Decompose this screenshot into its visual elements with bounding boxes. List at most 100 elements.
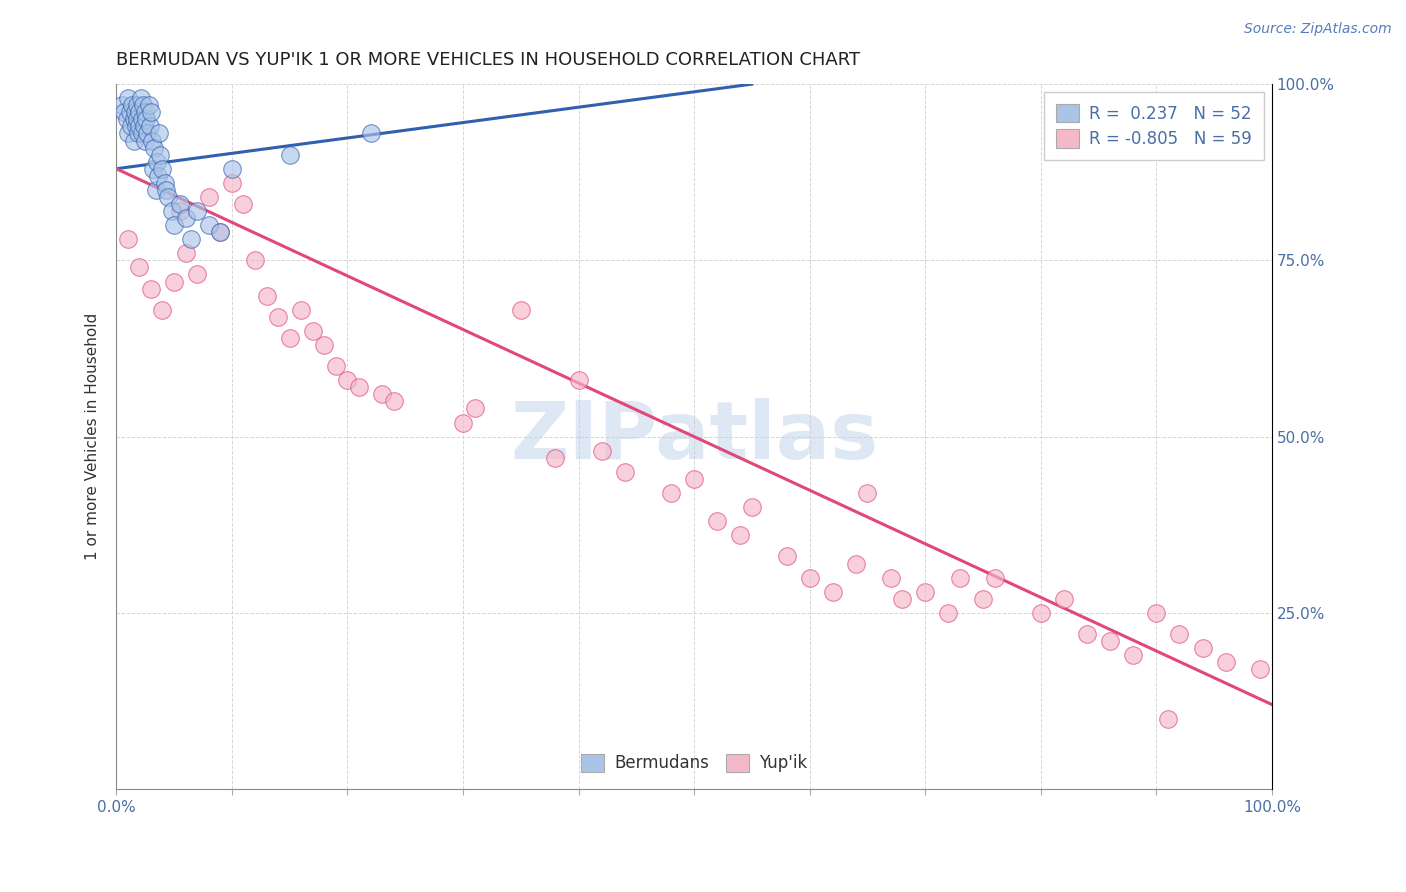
Point bbox=[741, 500, 763, 515]
Point bbox=[186, 204, 208, 219]
Point bbox=[1099, 634, 1122, 648]
Point bbox=[142, 161, 165, 176]
Point bbox=[125, 98, 148, 112]
Point bbox=[174, 246, 197, 260]
Point bbox=[267, 310, 290, 324]
Point bbox=[117, 232, 139, 246]
Point bbox=[117, 127, 139, 141]
Point bbox=[1076, 627, 1098, 641]
Point bbox=[139, 105, 162, 120]
Point bbox=[146, 169, 169, 183]
Point bbox=[180, 232, 202, 246]
Point bbox=[451, 416, 474, 430]
Point bbox=[1249, 662, 1271, 676]
Point bbox=[613, 465, 636, 479]
Point bbox=[360, 127, 382, 141]
Point bbox=[129, 91, 152, 105]
Point bbox=[120, 105, 142, 120]
Text: BERMUDAN VS YUP'IK 1 OR MORE VEHICLES IN HOUSEHOLD CORRELATION CHART: BERMUDAN VS YUP'IK 1 OR MORE VEHICLES IN… bbox=[117, 51, 860, 69]
Point bbox=[128, 105, 150, 120]
Point bbox=[143, 140, 166, 154]
Point bbox=[125, 112, 148, 127]
Point bbox=[139, 282, 162, 296]
Point bbox=[509, 302, 531, 317]
Point bbox=[775, 549, 797, 564]
Point bbox=[856, 486, 879, 500]
Point bbox=[336, 373, 359, 387]
Point bbox=[131, 112, 153, 127]
Point bbox=[1191, 641, 1213, 656]
Point bbox=[152, 161, 174, 176]
Point bbox=[145, 154, 167, 169]
Point bbox=[141, 134, 163, 148]
Point bbox=[115, 112, 138, 127]
Point bbox=[278, 147, 301, 161]
Point bbox=[121, 98, 143, 112]
Point bbox=[135, 112, 157, 127]
Point bbox=[221, 161, 243, 176]
Point bbox=[325, 359, 347, 373]
Point bbox=[163, 275, 186, 289]
Point bbox=[152, 302, 174, 317]
Point bbox=[145, 183, 167, 197]
Point bbox=[347, 380, 370, 394]
Point bbox=[197, 218, 219, 232]
Text: Source: ZipAtlas.com: Source: ZipAtlas.com bbox=[1244, 22, 1392, 37]
Point bbox=[124, 105, 146, 120]
Point bbox=[845, 557, 868, 571]
Point bbox=[314, 338, 336, 352]
Point bbox=[122, 134, 145, 148]
Text: ZIPatlas: ZIPatlas bbox=[510, 398, 879, 475]
Point bbox=[290, 302, 312, 317]
Point bbox=[139, 120, 162, 134]
Point bbox=[117, 91, 139, 105]
Point bbox=[122, 112, 145, 127]
Point bbox=[209, 225, 232, 239]
Point bbox=[127, 127, 149, 141]
Point bbox=[169, 197, 191, 211]
Point bbox=[683, 472, 706, 486]
Point bbox=[112, 105, 135, 120]
Point bbox=[301, 324, 323, 338]
Point bbox=[132, 98, 155, 112]
Point bbox=[111, 98, 134, 112]
Point bbox=[138, 98, 160, 112]
Point bbox=[936, 606, 959, 620]
Point bbox=[706, 514, 728, 528]
Point bbox=[155, 183, 177, 197]
Point bbox=[132, 120, 155, 134]
Y-axis label: 1 or more Vehicles in Household: 1 or more Vehicles in Household bbox=[86, 313, 100, 560]
Point bbox=[730, 528, 752, 542]
Point bbox=[148, 127, 170, 141]
Legend: Bermudans, Yup'ik: Bermudans, Yup'ik bbox=[572, 746, 815, 780]
Point bbox=[197, 190, 219, 204]
Point bbox=[891, 591, 914, 606]
Point bbox=[567, 373, 589, 387]
Point bbox=[256, 288, 278, 302]
Point bbox=[243, 253, 266, 268]
Point bbox=[799, 571, 821, 585]
Point bbox=[157, 190, 180, 204]
Point bbox=[128, 260, 150, 275]
Point bbox=[134, 134, 156, 148]
Point bbox=[914, 584, 936, 599]
Point bbox=[232, 197, 254, 211]
Point bbox=[221, 176, 243, 190]
Point bbox=[131, 127, 153, 141]
Point bbox=[1168, 627, 1191, 641]
Point bbox=[174, 211, 197, 225]
Point bbox=[209, 225, 232, 239]
Point bbox=[160, 204, 183, 219]
Point bbox=[659, 486, 682, 500]
Point bbox=[821, 584, 844, 599]
Point bbox=[972, 591, 994, 606]
Point bbox=[134, 105, 156, 120]
Point bbox=[128, 120, 150, 134]
Point bbox=[136, 127, 159, 141]
Point bbox=[382, 394, 405, 409]
Point bbox=[169, 204, 191, 219]
Point bbox=[1029, 606, 1052, 620]
Point bbox=[149, 147, 172, 161]
Point bbox=[163, 218, 186, 232]
Point bbox=[463, 401, 485, 416]
